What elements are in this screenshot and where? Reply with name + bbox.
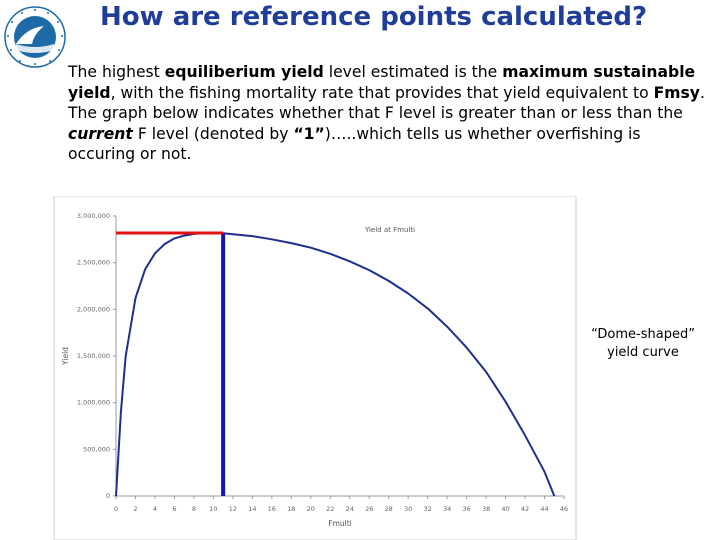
para-text-3: , with the fishing mortality rate that p… (110, 83, 654, 102)
x-tick-label: 24 (346, 505, 354, 513)
para-bold-fmsy: Fmsy (653, 83, 700, 102)
y-tick-label: 3,000,000 (77, 212, 110, 220)
para-text-5: F level (denoted by (132, 124, 294, 143)
para-text-6: )…..which tells us whether overfishing i… (68, 124, 641, 164)
para-bold-one: “1” (293, 124, 325, 143)
para-bold-equilibrium: equiliberium yield (164, 63, 324, 81)
annotation-line-2: yield curve (607, 345, 679, 360)
x-tick-label: 44 (540, 505, 548, 513)
y-tick-label: 500,000 (83, 445, 110, 453)
x-tick-label: 46 (560, 505, 568, 513)
x-tick-label: 20 (307, 505, 315, 513)
y-tick-label: 0 (106, 492, 110, 500)
x-tick-label: 36 (462, 505, 470, 513)
chart-frame (53, 196, 577, 540)
para-text-1: The highest (68, 63, 165, 81)
yield-curve-line (115, 232, 556, 497)
x-tick-label: 4 (153, 505, 157, 513)
x-tick-label: 8 (192, 505, 196, 513)
x-axis-label: Fmulti (328, 519, 351, 528)
x-tick-label: 42 (521, 505, 529, 513)
legend-label: Yield at Fmulti (364, 226, 415, 234)
y-tick-label: 2,500,000 (77, 259, 110, 267)
x-tick-label: 30 (404, 505, 412, 513)
x-tick-label: 18 (287, 505, 295, 513)
para-bold-msy: maximum sustainable yield (68, 63, 696, 102)
x-tick-label: 0 (114, 505, 118, 513)
x-tick-label: 26 (365, 505, 373, 513)
description-paragraph: The highest equiliberium yield level est… (68, 62, 708, 165)
x-tick-label: 16 (268, 505, 276, 513)
noaa-logo-icon (4, 6, 66, 68)
para-text-2: level estimated is the (323, 63, 503, 81)
x-tick-label: 38 (482, 505, 490, 513)
x-tick-label: 2 (133, 505, 137, 513)
para-current: current (68, 124, 133, 143)
x-tick-label: 28 (385, 505, 393, 513)
x-tick-label: 34 (443, 505, 451, 513)
x-tick-label: 40 (501, 505, 509, 513)
y-tick-label: 1,500,000 (77, 352, 110, 360)
dome-shaped-annotation: “Dome-shaped” yield curve (578, 326, 708, 362)
y-axis-label: Yield (61, 347, 70, 366)
x-tick-label: 6 (172, 505, 176, 513)
x-tick-label: 12 (229, 505, 237, 513)
page-title: How are reference points calculated? (100, 2, 648, 32)
x-tick-label: 32 (424, 505, 432, 513)
y-tick-label: 2,000,000 (77, 305, 110, 313)
y-tick-label: 1,000,000 (77, 399, 110, 407)
x-tick-label: 14 (248, 505, 256, 513)
annotation-line-1: “Dome-shaped” (591, 327, 695, 342)
yield-chart: 0 500,000 1,000,000 1,500,000 2,000,000 2,500… (53, 196, 577, 540)
para-text-4: . The graph below indicates whether that… (68, 83, 705, 123)
x-tick-label: 22 (326, 505, 334, 513)
x-tick-label: 10 (209, 505, 217, 513)
